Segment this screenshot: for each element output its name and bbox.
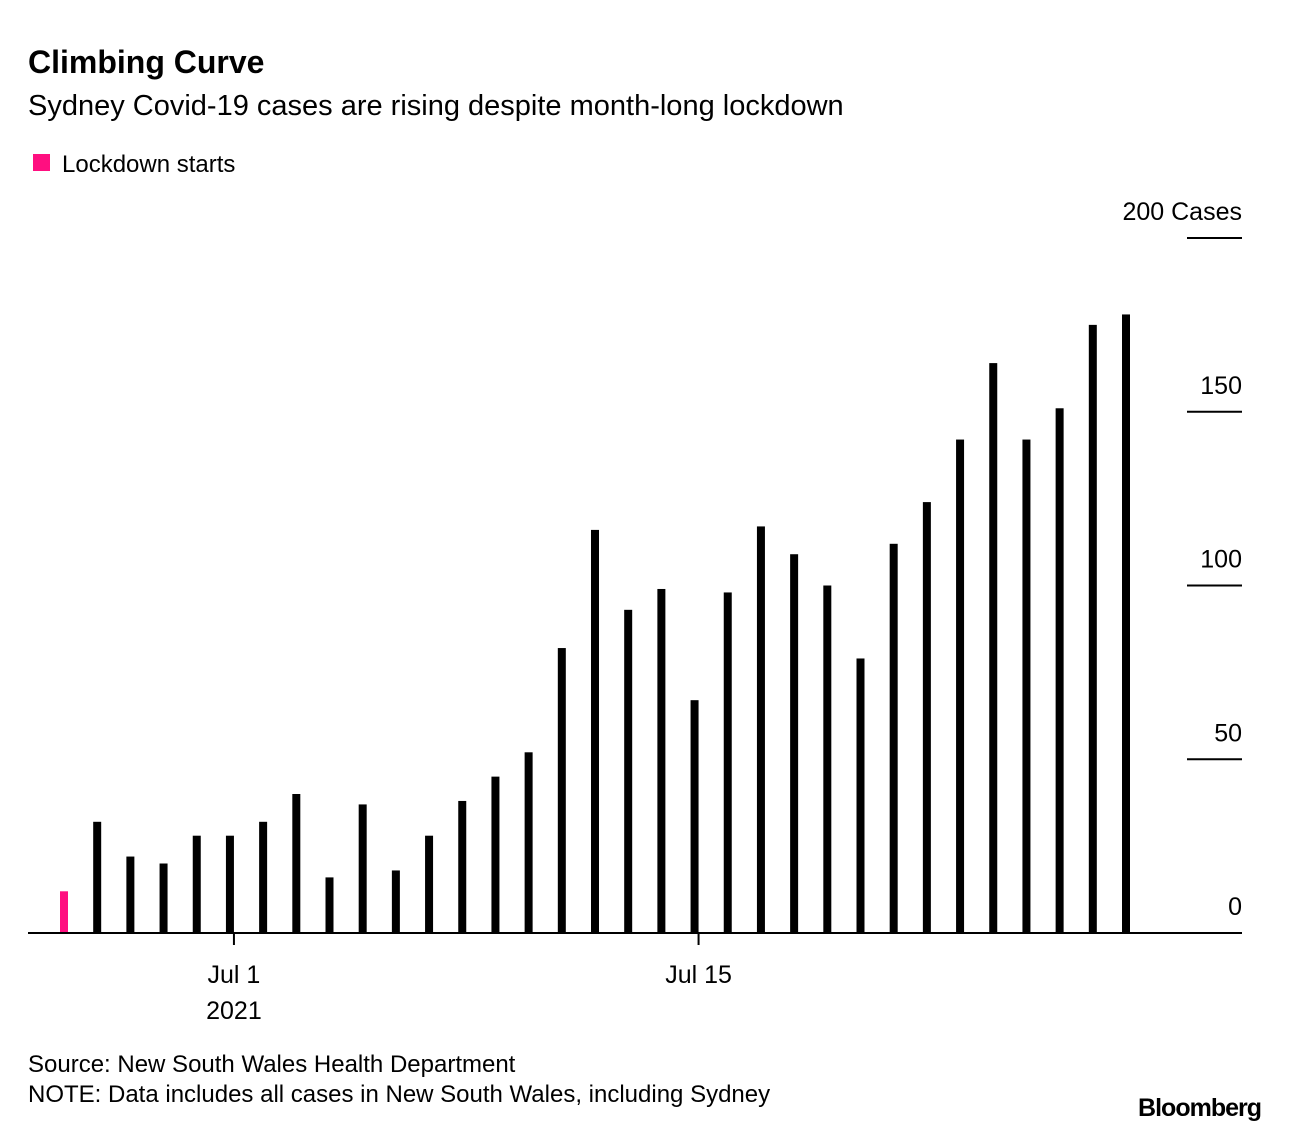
bar: [823, 585, 832, 933]
y-tick-label: 0: [1228, 893, 1242, 921]
bar: [425, 835, 434, 933]
bar: [922, 502, 931, 933]
bar: [159, 863, 168, 933]
legend-label: Lockdown starts: [62, 151, 235, 178]
bar: [856, 658, 865, 933]
bar: [1122, 314, 1130, 933]
bar: [956, 439, 965, 933]
bar: [491, 776, 500, 933]
bar: [524, 752, 533, 933]
bar: [657, 588, 666, 933]
bar: [624, 609, 633, 933]
bar: [1022, 439, 1031, 933]
legend-swatch: [33, 154, 50, 171]
bar: [723, 592, 732, 933]
bar: [192, 835, 201, 933]
x-tick-label: Jul 1: [208, 961, 261, 989]
bar: [591, 529, 599, 933]
bar: [557, 648, 566, 933]
y-tick-label: 150: [1200, 372, 1242, 400]
bar: [60, 891, 68, 933]
bar: [458, 800, 467, 933]
bar: [989, 363, 998, 934]
y-tick-label: 200 Cases: [1122, 198, 1242, 226]
bar: [790, 554, 799, 933]
bar: [126, 856, 135, 933]
bar: [292, 794, 301, 933]
brand: Bloomberg: [1138, 1094, 1261, 1122]
bar: [1055, 408, 1064, 933]
bar: [391, 870, 400, 933]
bar: [889, 543, 898, 933]
bar: [259, 821, 268, 933]
bar: [225, 835, 234, 933]
chart-title: Climbing Curve: [28, 44, 264, 80]
source: Source: New South Wales Health Departmen…: [28, 1051, 516, 1078]
bar: [358, 804, 367, 933]
chart-subtitle: Sydney Covid-19 cases are rising despite…: [28, 90, 844, 122]
note: NOTE: Data includes all cases in New Sou…: [28, 1081, 770, 1108]
bar: [93, 821, 102, 933]
y-tick-label: 100: [1200, 546, 1242, 574]
x-year-label: 2021: [206, 997, 262, 1025]
bar: [325, 877, 334, 933]
bar: [1088, 324, 1097, 933]
bar: [690, 700, 699, 933]
x-tick-label: Jul 15: [665, 961, 732, 989]
bar: [756, 526, 765, 933]
y-tick-label: 50: [1214, 719, 1242, 747]
